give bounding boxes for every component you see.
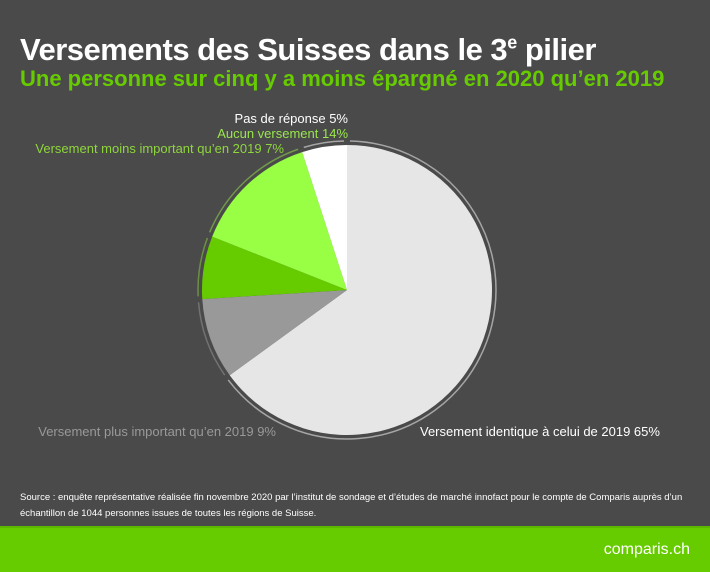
slice-label: Versement identique à celui de 2019 65% (420, 424, 660, 439)
pie-slice (212, 152, 347, 290)
chart-subtitle: Une personne sur cinq y a moins épargné … (20, 66, 665, 91)
title-text: Versements des Suisses dans le 3 (20, 32, 508, 67)
pie-slice (229, 145, 493, 436)
slice-guide-arc (208, 148, 299, 233)
slice-label: Versement plus important qu’en 2019 9% (38, 424, 276, 439)
slice-guide-arc (303, 140, 345, 149)
slice-label: Pas de réponse 5% (235, 111, 349, 126)
slice-guide-arc (227, 140, 497, 440)
comparis-logo: comparis.ch (603, 541, 690, 558)
pie-slice (302, 145, 347, 290)
pie-slice (201, 236, 347, 300)
footer-bar: comparis.ch (0, 526, 710, 572)
title-superscript: e (507, 32, 517, 53)
slice-label: Aucun versement 14% (217, 126, 348, 141)
pie-slice (202, 290, 347, 376)
slice-guide-arc (197, 237, 209, 297)
title-end: pilier (516, 32, 597, 67)
slice-label: Versement moins important qu’en 2019 7% (35, 141, 284, 156)
slice-guide-arc (197, 302, 226, 376)
source-note: Source : enquête représentative réalisée… (20, 492, 683, 519)
chart-title: Versements des Suisses dans le 3e pilier (20, 32, 596, 68)
